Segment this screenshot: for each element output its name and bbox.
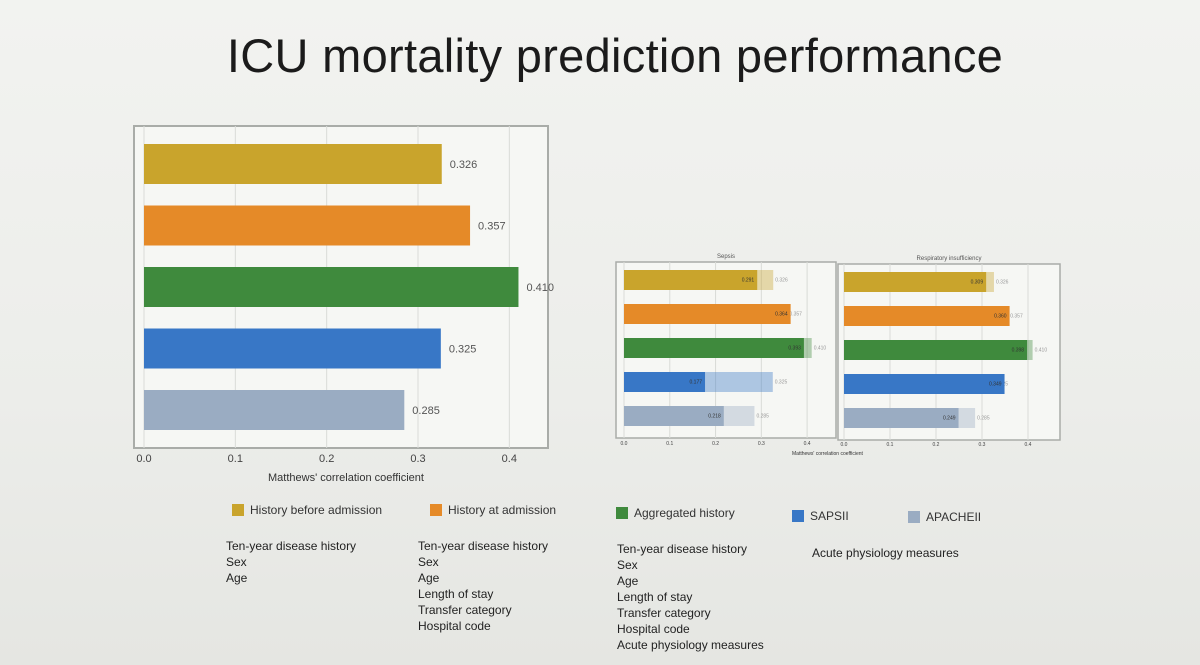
bar (844, 408, 959, 428)
legend-item-aggregated: Aggregated history (616, 505, 735, 520)
feature-item: Ten-year disease history (617, 542, 748, 556)
bar (144, 328, 441, 369)
feature-item: Transfer category (617, 606, 711, 620)
main-bar-chart: 0.326 0.357 0.410 0.325 0.285 0.0 0.1 0.2 0.3 0.4… (133, 125, 554, 484)
legend-swatch (792, 509, 804, 522)
background-bar-label: 0.325 (775, 380, 788, 386)
bar-value-label: 0.349 (989, 382, 1002, 388)
feature-item: Length of stay (617, 590, 693, 604)
feature-item: Sex (226, 555, 247, 569)
bar-value-label: 0.218 (708, 414, 721, 420)
feature-item: Acute physiology measures (617, 638, 764, 652)
feature-item: Sex (418, 555, 439, 569)
small-charts-xlabel: Matthews' correlation coefficient (792, 451, 863, 457)
feature-item: Acute physiology measures (812, 546, 959, 560)
background-bar-label: 0.326 (996, 280, 1009, 286)
bar-value-label: 0.177 (690, 380, 703, 386)
bar-value-label: 0.364 (775, 312, 788, 318)
x-tick-label: 0.4 (1025, 442, 1032, 448)
legend-item-sapsii: SAPSII (792, 508, 849, 523)
x-axis-label: Matthews' correlation coefficient (268, 472, 424, 484)
bar (844, 306, 1010, 326)
legend-label: History at admission (448, 502, 557, 517)
x-tick-label: 0.2 (319, 453, 334, 465)
chart-title: Respiratory insufficiency (917, 256, 982, 262)
x-tick-label: 0.4 (502, 453, 517, 465)
bar-value-label: 0.357 (478, 221, 506, 233)
bar (624, 406, 724, 426)
legend-label: APACHEII (926, 509, 982, 524)
legend-swatch (908, 510, 920, 523)
legend-swatch (232, 503, 244, 516)
background-bar-label: 0.357 (1010, 314, 1023, 320)
bar (624, 338, 804, 358)
feature-item: Age (617, 574, 639, 588)
bar-value-label: 0.398 (1012, 348, 1025, 354)
bar-value-label: 0.393 (788, 346, 801, 352)
legend-label: History before admission (250, 502, 383, 517)
legend-label: SAPSII (810, 508, 849, 523)
x-tick-label: 0.2 (933, 442, 940, 448)
feature-item: Hospital code (617, 622, 690, 636)
bar (144, 390, 405, 430)
background-bar-label: 0.285 (756, 414, 769, 420)
legend-item-history-before: History before admission (232, 502, 382, 517)
feature-list-aggregated: Ten-year disease history Sex Age Length … (617, 541, 764, 653)
x-tick-label: 0.1 (228, 453, 243, 465)
bar (844, 374, 1005, 394)
legend-swatch (616, 506, 628, 519)
x-tick-label: 0.0 (136, 453, 151, 465)
legend-label: Aggregated history (634, 505, 735, 520)
x-tick-label: 0.2 (712, 441, 719, 447)
x-tick-label: 0.3 (979, 442, 986, 448)
feature-list-sapsii: Acute physiology measures (812, 545, 959, 561)
bar-value-label: 0.326 (450, 159, 478, 171)
bar-value-label: 0.360 (994, 314, 1007, 320)
x-tick-label: 0.4 (804, 441, 811, 447)
bar-value-label: 0.309 (971, 280, 984, 286)
feature-item: Transfer category (418, 603, 512, 617)
bar-value-label: 0.325 (449, 344, 477, 356)
bar-value-label: 0.249 (943, 416, 956, 422)
bar (624, 270, 758, 290)
x-tick-label: 0.0 (621, 441, 628, 447)
x-tick-label: 0.3 (410, 453, 425, 465)
bar (144, 267, 519, 307)
slide-title: ICU mortality prediction performance (226, 29, 1004, 82)
feature-list-history-before: Ten-year disease history Sex Age (226, 538, 356, 586)
bar (844, 340, 1028, 360)
respiratory-bar-chart: Respiratory insufficiency 0.326 0.309 0.357… (837, 256, 1061, 448)
bar-value-label: 0.410 (526, 282, 554, 294)
background-bar-label: 0.410 (1035, 348, 1048, 354)
x-tick-label: 0.0 (841, 442, 848, 448)
feature-item: Hospital code (418, 619, 491, 633)
feature-item: Age (418, 571, 440, 585)
feature-item: Age (226, 571, 248, 585)
x-tick-label: 0.3 (758, 441, 765, 447)
legend-item-history-at: History at admission (430, 502, 556, 517)
feature-item: Ten-year disease history (226, 539, 357, 553)
background-bar-label: 0.357 (789, 312, 802, 318)
bar (144, 144, 442, 184)
legend-item-apacheii: APACHEII (908, 509, 981, 524)
bar (624, 304, 791, 324)
background-bar-label: 0.410 (814, 346, 827, 352)
x-tick-label: 0.1 (666, 441, 673, 447)
bar (144, 205, 471, 246)
feature-item: Length of stay (418, 587, 494, 601)
bar (624, 372, 706, 392)
x-tick-label: 0.1 (887, 442, 894, 448)
feature-item: Ten-year disease history (418, 539, 549, 553)
chart-title: Sepsis (717, 254, 735, 260)
background-bar-label: 0.285 (977, 416, 990, 422)
feature-list-history-at: Ten-year disease history Sex Age Length … (418, 538, 548, 634)
background-bar-label: 0.326 (775, 278, 788, 284)
feature-item: Sex (617, 558, 638, 572)
bar-value-label: 0.291 (742, 278, 755, 284)
bar (844, 272, 987, 292)
bar-value-label: 0.285 (412, 405, 440, 417)
legend-swatch (430, 503, 442, 516)
